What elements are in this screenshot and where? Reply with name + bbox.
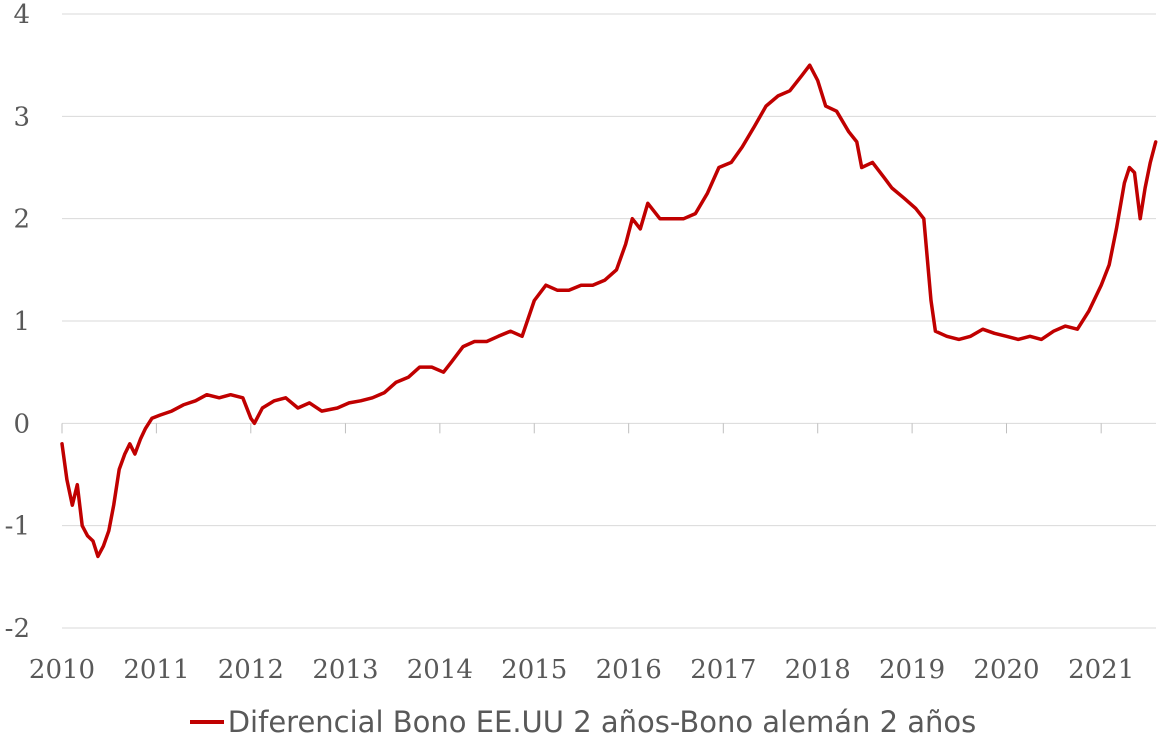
x-tick-label: 2015: [501, 655, 567, 685]
x-tick-label: 2019: [879, 655, 945, 685]
x-tick-label: 2017: [690, 655, 756, 685]
legend-label: Diferencial Bono EE.UU 2 años-Bono alemá…: [227, 705, 977, 739]
chart-legend: Diferencial Bono EE.UU 2 años-Bono alemá…: [0, 700, 1166, 744]
y-tick-label: -1: [5, 512, 30, 542]
y-tick-label: -2: [5, 614, 30, 644]
gridlines: [62, 13, 1156, 629]
x-axis-tick-labels: 2010 2011 2012 2013 2014 2015 2016 2017 2018 2019…: [29, 655, 1134, 685]
x-tick-label: 2021: [1068, 655, 1134, 685]
legend-line-swatch: [189, 720, 224, 724]
x-axis-ticks: [61, 423, 1102, 434]
y-tick-label: 0: [13, 409, 30, 439]
y-tick-label: 1: [13, 307, 30, 337]
x-tick-label: 2016: [596, 655, 662, 685]
y-tick-label: 2: [13, 205, 30, 235]
x-tick-label: 2013: [312, 655, 378, 685]
y-tick-label: 3: [13, 102, 30, 132]
x-tick-label: 2018: [785, 655, 851, 685]
x-tick-label: 2020: [973, 655, 1039, 685]
x-tick-label: 2014: [407, 655, 473, 685]
y-tick-label: 4: [13, 0, 30, 30]
y-axis-tick-labels: 4 3 2 1 0 -1 -2: [5, 0, 30, 644]
x-tick-label: 2010: [29, 655, 95, 685]
x-tick-label: 2011: [123, 655, 189, 685]
series-lines: [60, 63, 1158, 559]
series-line: [60, 63, 1158, 559]
x-tick-label: 2012: [218, 655, 284, 685]
